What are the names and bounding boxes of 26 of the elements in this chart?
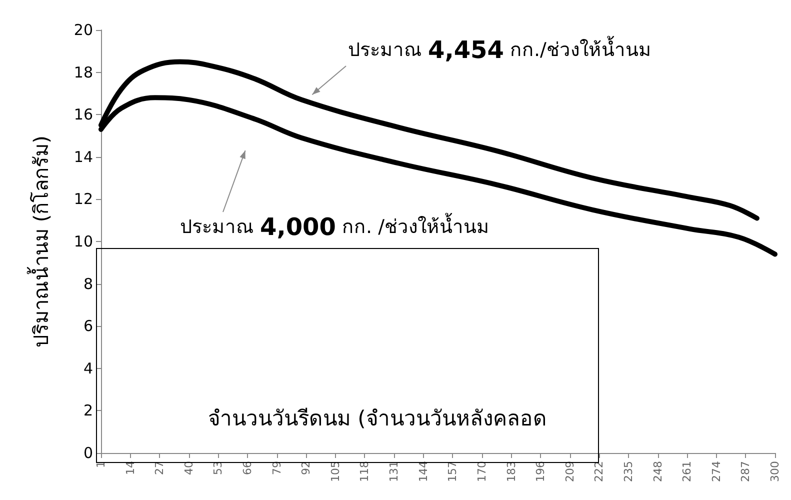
x-tick-label: 261 [680, 461, 694, 482]
y-tick-label: 14 [74, 148, 93, 166]
x-tick-label: 287 [739, 461, 752, 482]
x-tick-label: 274 [710, 461, 723, 482]
y-tick-label: 16 [74, 106, 93, 124]
x-tick-label: 222 [592, 461, 606, 482]
y-tick-label: 18 [74, 63, 93, 82]
annotation: ประมาณ 4,000 กก. /ช่วงให้น้ำนม [180, 213, 490, 241]
x-tick-label: 14 [124, 461, 137, 475]
annotation: ประมาณ 4,454 กก./ช่วงให้น้ำนม [348, 36, 652, 64]
x-tick-label: 157 [446, 461, 460, 482]
y-axis-title: ปริมาณน้ำนม (กิโลกรัม) [27, 136, 53, 348]
y-tick-label: 0 [83, 444, 93, 462]
y-tick-label: 6 [83, 317, 93, 336]
y-tick-label: 20 [74, 21, 93, 39]
x-axis-title: จำนวนวันรีดนม (จำนวนวันหลังคลอด [208, 406, 547, 430]
x-tick-label: 248 [651, 461, 664, 482]
x-tick-label: 235 [622, 461, 635, 482]
y-tick-label: 8 [83, 274, 93, 293]
x-tick-label: 131 [388, 461, 401, 482]
y-tick-label: 12 [74, 190, 93, 208]
y-tick-label: 10 [74, 232, 93, 250]
x-tick-label: 144 [416, 461, 430, 482]
y-tick-label: 2 [83, 402, 93, 420]
x-tick-label: 300 [768, 461, 782, 482]
y-tick-label: 4 [83, 359, 93, 378]
